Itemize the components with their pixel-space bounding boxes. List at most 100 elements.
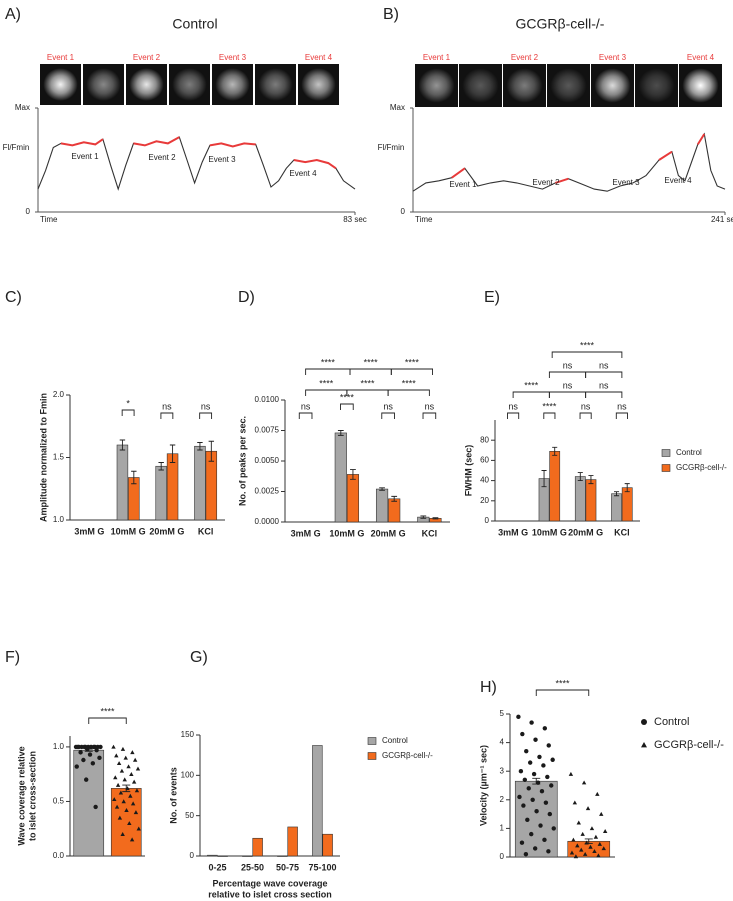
significance-label: ns: [599, 380, 609, 390]
thumbnail-label: Event 3: [599, 53, 627, 62]
significance-label: ns: [425, 401, 435, 411]
panel-label: F): [5, 649, 20, 666]
data-point: [130, 801, 136, 806]
data-point: [520, 731, 525, 737]
significance-label: ****: [524, 380, 539, 390]
data-point: [542, 837, 547, 843]
bar: [252, 837, 263, 857]
data-point: [131, 779, 137, 784]
legend-marker: [641, 719, 647, 725]
significance-label: ns: [201, 401, 211, 411]
data-point: [134, 788, 140, 793]
significance-label: ns: [383, 401, 393, 411]
bar: [375, 488, 389, 523]
bar: [346, 474, 360, 523]
bar: [388, 498, 401, 523]
significance-label: ns: [617, 401, 627, 411]
significance-bracket: [199, 412, 213, 419]
data-point: [119, 768, 125, 773]
bar: [334, 432, 347, 523]
x-tick-label: 20mM G: [149, 526, 184, 536]
significance-bracket: [340, 403, 354, 410]
data-point: [75, 744, 80, 750]
thumbnail-label: Event 2: [511, 53, 539, 62]
significance-label: ****: [321, 357, 336, 367]
thumbnail-label: Event 1: [423, 53, 451, 62]
data-point: [93, 804, 98, 810]
significance-label: *: [126, 398, 130, 408]
legend-swatch: [661, 464, 671, 472]
data-point: [522, 777, 528, 782]
y-axis-label: Amplitude normalized to Fmin: [38, 393, 48, 522]
data-point: [91, 744, 97, 750]
data-point: [575, 843, 580, 848]
x-tick-label: 83 sec: [343, 215, 367, 224]
data-point: [97, 755, 102, 761]
y-tick-label: 0.0000: [255, 517, 280, 526]
significance-bracket: [585, 371, 623, 378]
error-bar: [197, 442, 203, 451]
data-point: [113, 775, 118, 780]
thumbnail-islet: [129, 68, 164, 101]
data-point: [599, 811, 604, 816]
panel-label: C): [5, 289, 22, 306]
y-tick-label: 0: [485, 516, 490, 525]
event-label: Event 4: [289, 169, 317, 178]
data-point: [125, 786, 130, 791]
bar: [549, 451, 561, 522]
error-bar: [588, 475, 594, 485]
y-tick-label: 40: [480, 476, 489, 485]
error-bar: [169, 444, 176, 463]
thumbnail-islet: [638, 68, 675, 103]
error-bar: [122, 784, 131, 793]
bar: [110, 788, 142, 857]
legend-label: GCGRβ-cell-/-: [382, 751, 433, 760]
significance-label: ****: [405, 357, 420, 367]
x-axis-label: Percentage wave coverage: [212, 878, 327, 888]
significance-bracket: [579, 412, 592, 419]
legend-label: Control: [382, 736, 408, 745]
y-tick-label: 0.0075: [255, 426, 280, 435]
data-point: [593, 834, 599, 839]
significance-label: ****: [402, 378, 417, 388]
data-point: [133, 810, 139, 815]
bar: [574, 476, 586, 522]
data-point: [84, 777, 89, 782]
significance-bracket: [121, 409, 135, 416]
data-point: [581, 780, 587, 785]
data-point: [136, 826, 141, 831]
thumbnail-islet: [215, 68, 250, 101]
significance-label: ****: [364, 357, 379, 367]
x-tick-label: 25-50: [241, 862, 264, 872]
bar: [194, 445, 206, 521]
data-point: [541, 763, 546, 768]
bar: [312, 745, 323, 857]
data-point: [519, 840, 525, 845]
data-point: [521, 803, 526, 808]
legend-swatch: [661, 449, 671, 457]
data-point: [98, 744, 103, 750]
data-point: [517, 794, 522, 800]
y-tick-label: 1.5: [53, 453, 65, 462]
bar: [155, 465, 167, 521]
data-point: [546, 743, 551, 748]
y-axis-label: Wave coverage relative: [16, 746, 26, 845]
significance-label: ns: [301, 401, 311, 411]
thumbnail-islet: [86, 68, 121, 101]
data-point: [537, 754, 542, 760]
x-tick-label: 0-25: [208, 862, 226, 872]
legend-label: Control: [654, 716, 689, 728]
data-point: [531, 771, 537, 777]
bar: [287, 826, 298, 857]
y-tick-label: 0.0050: [255, 456, 280, 465]
panel-label: D): [238, 289, 255, 306]
data-point: [580, 831, 585, 836]
data-point: [534, 809, 539, 814]
data-point: [114, 753, 119, 758]
error-bar: [391, 495, 398, 502]
data-point: [602, 829, 608, 834]
error-bar: [420, 515, 427, 519]
data-point: [584, 840, 589, 845]
error-bar: [541, 470, 547, 488]
y-tick-label: Max: [390, 103, 405, 112]
